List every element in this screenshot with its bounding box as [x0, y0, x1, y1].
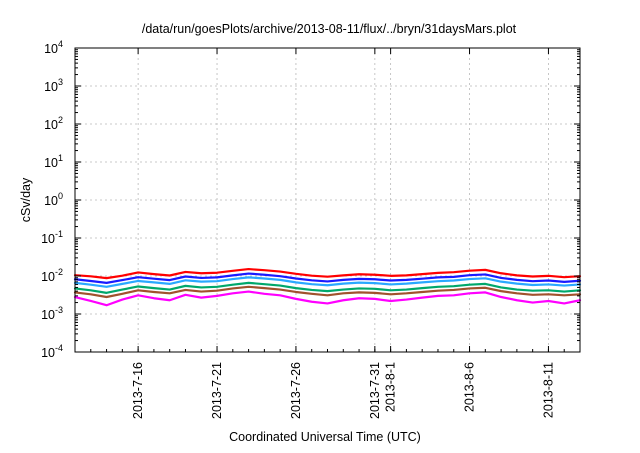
series-line: [73, 281, 582, 294]
series-line: [73, 290, 582, 307]
y-tick-label: 103: [44, 77, 63, 94]
ticks-layer: 10-4 10-3 10-2 10-1 100 101 102 103 104 2013-7-16…: [41, 39, 581, 419]
y-tick-label: 102: [44, 115, 63, 132]
series-line: [73, 272, 582, 284]
series-line: [73, 276, 582, 288]
x-tick-label: 2013-7-31: [368, 362, 382, 419]
y-tick-label: 10-2: [41, 267, 63, 284]
series-line: [73, 285, 582, 299]
y-axis-label: cSv/day: [19, 177, 33, 222]
y-tick-label: 10-3: [41, 305, 63, 322]
x-tick-label: 2013-7-26: [289, 362, 303, 419]
grid-layer: [75, 48, 580, 352]
series-layer: [73, 267, 582, 307]
chart-title: /data/run/goesPlots/archive/2013-08-11/f…: [142, 22, 517, 36]
x-tick-label: 2013-7-21: [210, 362, 224, 419]
series-line: [73, 267, 582, 280]
x-tick-label: 2013-8-11: [541, 362, 555, 418]
y-tick-label: 104: [44, 39, 63, 56]
y-tick-label: 101: [44, 153, 63, 170]
x-tick-label: 2013-7-16: [131, 362, 145, 419]
y-tick-label: 10-4: [41, 343, 63, 360]
y-tick-label: 100: [44, 191, 63, 208]
x-axis-label: Coordinated Universal Time (UTC): [229, 430, 421, 444]
y-tick-label: 10-1: [41, 229, 63, 246]
x-tick-label: 2013-8-1: [384, 362, 398, 412]
x-tick-label: 2013-8-6: [463, 362, 477, 412]
